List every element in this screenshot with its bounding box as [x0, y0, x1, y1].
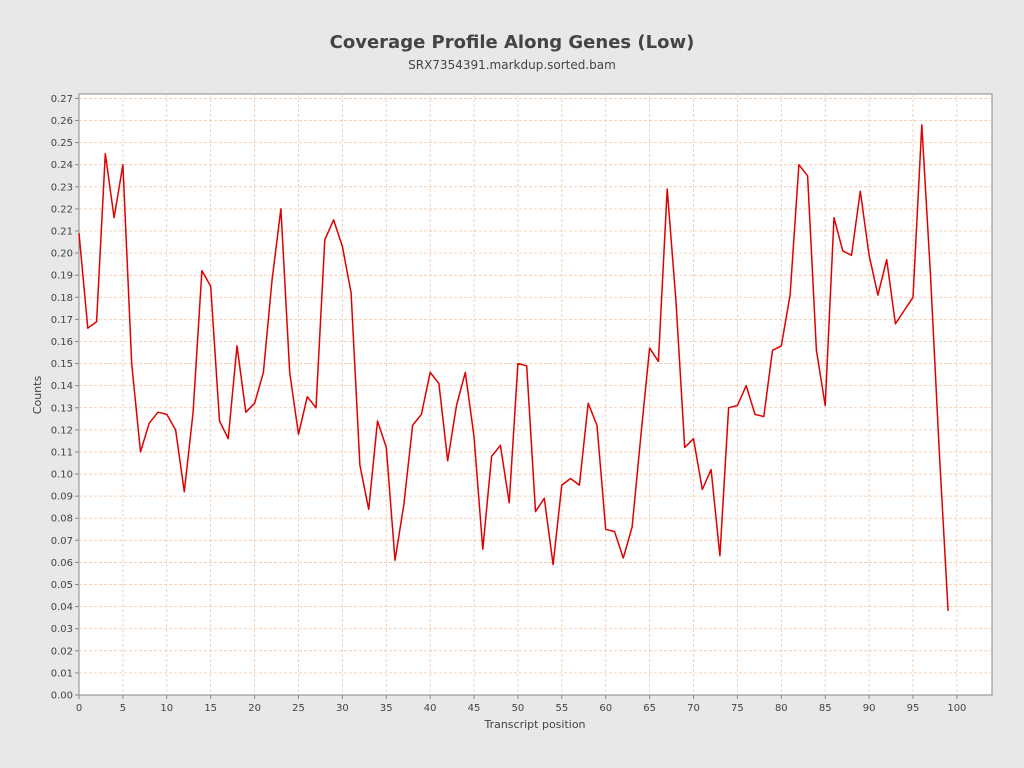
y-tick-label: 0.24	[51, 160, 73, 171]
x-tick-label: 95	[907, 703, 920, 714]
chart-subtitle: SRX7354391.markdup.sorted.bam	[408, 58, 616, 72]
y-tick-label: 0.25	[51, 138, 73, 149]
x-tick-label: 0	[76, 703, 82, 714]
grid	[79, 94, 992, 695]
y-tick-label: 0.01	[51, 668, 73, 679]
x-axis-label: Transcript position	[483, 718, 585, 731]
y-tick-label: 0.11	[51, 447, 73, 458]
x-tick-label: 80	[775, 703, 788, 714]
y-tick-label: 0.27	[51, 94, 73, 105]
x-tick-label: 45	[468, 703, 481, 714]
y-tick-label: 0.12	[51, 425, 73, 436]
x-tick-label: 100	[947, 703, 966, 714]
x-tick-label: 85	[819, 703, 832, 714]
y-tick-label: 0.18	[51, 293, 73, 304]
y-tick-label: 0.08	[51, 514, 73, 525]
x-tick-label: 60	[599, 703, 612, 714]
y-tick-label: 0.02	[51, 646, 73, 657]
x-tick-label: 35	[380, 703, 393, 714]
y-tick-label: 0.05	[51, 580, 73, 591]
y-tick-label: 0.19	[51, 271, 73, 282]
x-tick-label: 15	[204, 703, 217, 714]
x-tick-label: 25	[292, 703, 305, 714]
x-tick-label: 90	[863, 703, 876, 714]
y-tick-label: 0.03	[51, 624, 73, 635]
x-tick-label: 70	[687, 703, 700, 714]
chart-title: Coverage Profile Along Genes (Low)	[330, 32, 695, 53]
y-tick-label: 0.23	[51, 182, 73, 193]
y-tick-label: 0.26	[51, 116, 73, 127]
y-tick-label: 0.06	[51, 558, 73, 569]
plot-area	[78, 93, 993, 696]
x-tick-label: 75	[731, 703, 744, 714]
y-axis: 0.00 0.01 0.02 0.03 0.04 0.05 0.06 0.07 0.08 0.09…	[51, 94, 79, 702]
y-tick-label: 0.21	[51, 226, 73, 237]
y-tick-label: 0.17	[51, 315, 73, 326]
x-tick-label: 50	[512, 703, 525, 714]
y-tick-label: 0.10	[51, 470, 73, 481]
x-axis: 0 5 10 15 20 25 30 35 40 45 50 55 60 65 70 75 80 85 90 95 10…	[76, 695, 966, 714]
x-tick-label: 30	[336, 703, 349, 714]
y-tick-label: 0.22	[51, 204, 73, 215]
y-tick-label: 0.20	[51, 249, 73, 260]
y-tick-label: 0.04	[51, 602, 73, 613]
x-tick-label: 55	[555, 703, 568, 714]
x-tick-label: 65	[643, 703, 656, 714]
x-tick-label: 10	[160, 703, 173, 714]
y-tick-label: 0.15	[51, 359, 73, 370]
x-tick-label: 5	[120, 703, 126, 714]
y-tick-label: 0.14	[51, 381, 73, 392]
coverage-line	[78, 124, 949, 612]
y-tick-label: 0.13	[51, 403, 73, 414]
x-tick-label: 20	[248, 703, 261, 714]
y-tick-label: 0.07	[51, 536, 73, 547]
x-tick-label: 40	[424, 703, 437, 714]
y-tick-label: 0.09	[51, 492, 73, 503]
y-axis-label: Counts	[31, 376, 44, 415]
y-tick-label: 0.00	[51, 691, 73, 702]
y-tick-label: 0.16	[51, 337, 73, 348]
